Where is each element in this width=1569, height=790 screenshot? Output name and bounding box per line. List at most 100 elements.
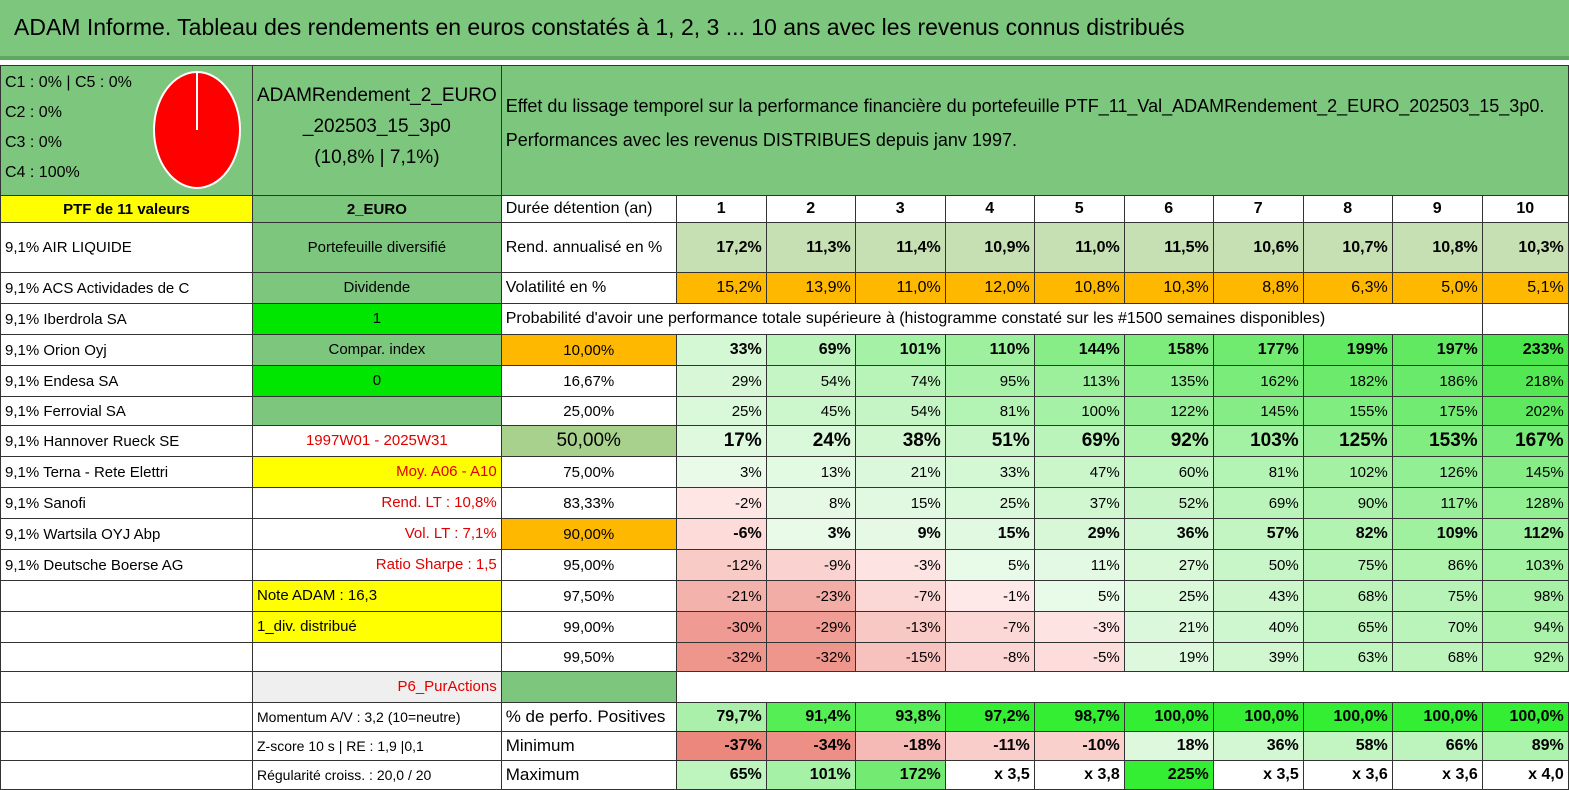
- stock-item: 9,1% Orion Oyj: [0, 334, 253, 366]
- prob-value: 113%: [1033, 365, 1125, 397]
- prob-value: 3%: [675, 456, 767, 488]
- prob-value: 57%: [1212, 518, 1304, 550]
- minimum-value: -10%: [1033, 731, 1125, 761]
- zscore-label: Z-score 10 s | RE : 1,9 |0,1: [252, 731, 502, 761]
- prob-threshold: 75,00%: [500, 456, 677, 488]
- prob-threshold: 10,00%: [500, 334, 677, 366]
- table-row: 9,1% Wartsila OYJ Abp Vol. LT : 7,1% 90,00…: [0, 518, 1569, 550]
- prob-value: 103%: [1481, 549, 1569, 581]
- stock-item: 9,1% Iberdrola SA: [0, 303, 253, 335]
- portfolio-stats: (10,8% | 7,1%): [314, 147, 440, 168]
- prob-value: 103%: [1212, 425, 1304, 457]
- year-header: 4: [944, 195, 1035, 223]
- table-row: 9,1% Hannover Rueck SE 1997W01 - 2025W31 5…: [0, 425, 1569, 457]
- prob-value: 60%: [1123, 456, 1214, 488]
- prob-value: 175%: [1391, 396, 1483, 426]
- flag-zero: 0: [252, 365, 502, 397]
- prob-value: 33%: [944, 456, 1035, 488]
- prob-value: 75%: [1391, 580, 1483, 612]
- prob-value: 90%: [1302, 487, 1393, 519]
- table-row: C1 : 0% | C5 : 0% C2 : 0% C3 : 0% C4 : 100%…: [0, 65, 1569, 196]
- prob-value: 5%: [1033, 580, 1125, 612]
- prob-value: 39%: [1212, 642, 1304, 672]
- prob-value: 25%: [675, 396, 767, 426]
- prob-value: 86%: [1391, 549, 1483, 581]
- stock-item: 9,1% AIR LIQUIDE: [0, 222, 253, 273]
- table-row: PTF de 11 valeurs 2_EURO Durée détention (…: [0, 195, 1569, 223]
- prob-value: 29%: [675, 365, 767, 397]
- prob-value: 100%: [1033, 396, 1125, 426]
- prob-threshold: 95,00%: [500, 549, 677, 581]
- prob-value: -23%: [765, 580, 856, 612]
- stock-item: 9,1% Endesa SA: [0, 365, 253, 397]
- prob-value: 17%: [675, 425, 767, 457]
- regularite-label: Régularité croiss. : 20,0 / 20: [252, 760, 502, 790]
- table-row: 9,1% Orion Oyj Compar. index 10,00% 33% 69% 1…: [0, 334, 1569, 366]
- maximum-value: x 3,6: [1391, 760, 1483, 790]
- vol-value: 10,3%: [1123, 272, 1214, 304]
- prob-value: 202%: [1481, 396, 1569, 426]
- table-row: P6_PurActions: [0, 671, 1569, 703]
- rend-value: 10,9%: [944, 222, 1035, 273]
- minimum-value: -34%: [765, 731, 856, 761]
- rend-value: 10,8%: [1391, 222, 1483, 273]
- year-header: 6: [1123, 195, 1214, 223]
- maximum-value: x 3,5: [1212, 760, 1304, 790]
- minimum-value: 89%: [1481, 731, 1569, 761]
- prob-value: 135%: [1123, 365, 1214, 397]
- prob-value: 81%: [1212, 456, 1304, 488]
- prob-value: 70%: [1391, 611, 1483, 643]
- dividende-label: Dividende: [252, 272, 502, 304]
- prob-value: -30%: [675, 611, 767, 643]
- table-row: 1_div. distribué 99,00% -30% -29% -13% -7% -3%…: [0, 611, 1569, 643]
- maximum-value: 65%: [675, 760, 767, 790]
- prob-value: 50%: [1212, 549, 1304, 581]
- table-row: 9,1% Deutsche Boerse AG Ratio Sharpe : 1,…: [0, 549, 1569, 581]
- vol-value: 13,9%: [765, 272, 856, 304]
- rend-value: 10,7%: [1302, 222, 1393, 273]
- prob-value: 69%: [1033, 425, 1125, 457]
- empty-cell: [676, 672, 1568, 703]
- prob-value: 95%: [944, 365, 1035, 397]
- prob-value: -13%: [854, 611, 946, 643]
- prob-value: 125%: [1302, 425, 1393, 457]
- prob-value: -5%: [1033, 642, 1125, 672]
- sharpe-label: Ratio Sharpe : 1,5: [252, 549, 502, 581]
- portfolio-name-a: ADAMRendement_2_EURO: [257, 85, 497, 106]
- prob-value: 112%: [1481, 518, 1569, 550]
- prob-value: 82%: [1302, 518, 1393, 550]
- pct_pos-value: 91,4%: [765, 702, 856, 732]
- table-row: Momentum A/V : 3,2 (10=neutre)% de perfo…: [0, 702, 1569, 732]
- prob-value: -3%: [854, 549, 946, 581]
- prob-value: 54%: [765, 365, 856, 397]
- prob-value: 11%: [1033, 549, 1125, 581]
- pct_pos-value: 79,7%: [675, 702, 767, 732]
- prob-value: 144%: [1033, 334, 1125, 366]
- prob-value: 19%: [1123, 642, 1214, 672]
- maximum-value: x 3,5: [944, 760, 1035, 790]
- prob-value: -32%: [765, 642, 856, 672]
- prob-threshold: 90,00%: [500, 518, 677, 550]
- moy-label: Moy. A06 - A10: [252, 456, 502, 488]
- vol-value: 15,2%: [675, 272, 767, 304]
- prob-value: 15%: [944, 518, 1035, 550]
- prob-value: 13%: [765, 456, 856, 488]
- year-header: 7: [1212, 195, 1304, 223]
- prob-value: -12%: [675, 549, 767, 581]
- minimum-value: -18%: [854, 731, 946, 761]
- prob-value: 5%: [944, 549, 1035, 581]
- flag-one: 1: [252, 303, 502, 335]
- vol-value: 5,0%: [1391, 272, 1483, 304]
- prob-value: 92%: [1481, 642, 1569, 672]
- prob-value: 27%: [1123, 549, 1214, 581]
- empty-cell: [0, 671, 253, 703]
- prob-value: -2%: [675, 487, 767, 519]
- prob-threshold: 99,50%: [500, 642, 677, 672]
- prob-value: -3%: [1033, 611, 1125, 643]
- prob-value: 92%: [1123, 425, 1214, 457]
- pct_pos-value: 100,0%: [1123, 702, 1214, 732]
- minimum-value: 58%: [1302, 731, 1393, 761]
- period-label: 1997W01 - 2025W31: [252, 425, 502, 457]
- empty-cell: [252, 642, 502, 672]
- prob-value: 24%: [765, 425, 856, 457]
